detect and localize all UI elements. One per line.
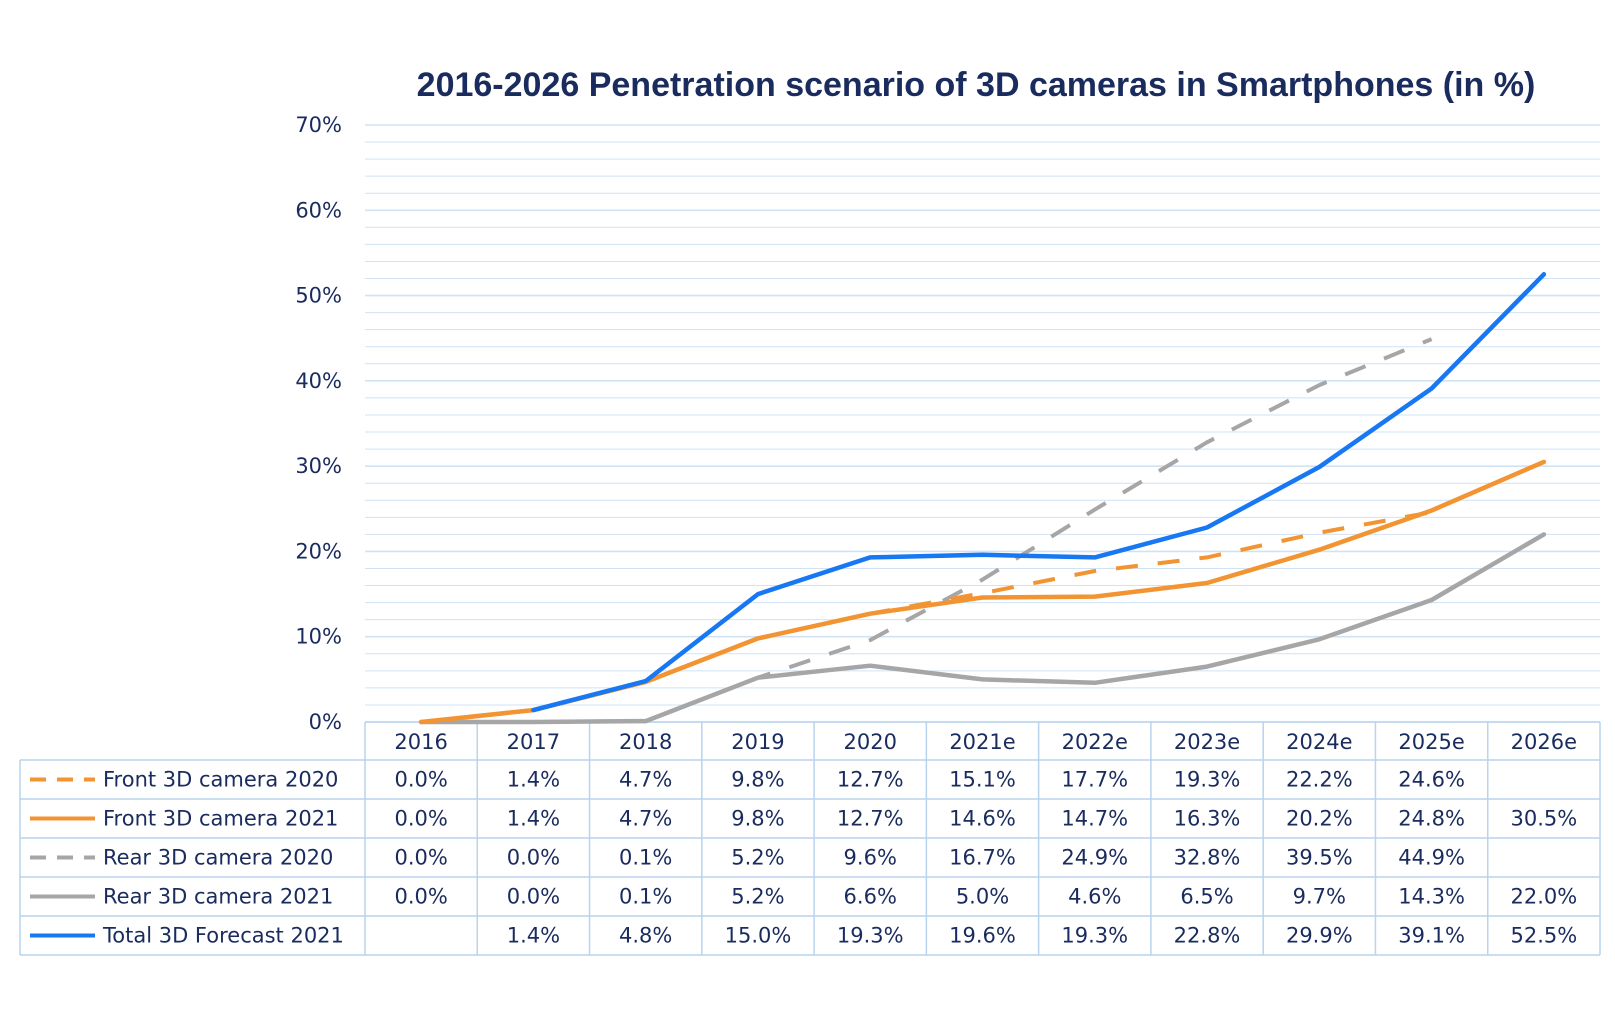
data-label: 52.5% bbox=[1511, 924, 1578, 948]
legend-label: Total 3D Forecast 2021 bbox=[102, 924, 344, 948]
series-lines bbox=[418, 272, 1547, 725]
legend-label: Rear 3D camera 2020 bbox=[103, 846, 333, 870]
data-label: 14.3% bbox=[1398, 885, 1465, 909]
data-label: 15.1% bbox=[949, 768, 1016, 792]
y-tick-label: 0% bbox=[309, 710, 342, 734]
data-label: 16.7% bbox=[949, 846, 1016, 870]
data-label: 17.7% bbox=[1061, 768, 1128, 792]
y-tick-label: 50% bbox=[295, 284, 342, 308]
series-line bbox=[418, 459, 1547, 725]
legend-label: Rear 3D camera 2021 bbox=[103, 885, 333, 909]
data-label: 14.6% bbox=[949, 807, 1016, 831]
data-label: 0.0% bbox=[507, 846, 560, 870]
data-label: 24.9% bbox=[1061, 846, 1128, 870]
legend-label: Front 3D camera 2020 bbox=[103, 768, 338, 792]
y-axis-tick-labels: 0% 10% 20% 30% 40% 50% 60% 70% bbox=[295, 113, 342, 734]
data-label: 16.3% bbox=[1174, 807, 1241, 831]
data-label: 5.2% bbox=[731, 846, 784, 870]
data-label: 0.0% bbox=[394, 846, 447, 870]
data-label: 12.7% bbox=[837, 768, 904, 792]
x-category-label: 2022e bbox=[1062, 730, 1128, 754]
data-label: 1.4% bbox=[507, 807, 560, 831]
data-label: 0.1% bbox=[619, 846, 672, 870]
x-category-label: 2016 bbox=[394, 730, 447, 754]
data-label: 1.4% bbox=[507, 924, 560, 948]
data-label: 4.7% bbox=[619, 807, 672, 831]
data-label: 4.6% bbox=[1068, 885, 1121, 909]
x-category-label: 2024e bbox=[1286, 730, 1352, 754]
data-label: 4.8% bbox=[619, 924, 672, 948]
series-line bbox=[531, 272, 1547, 713]
data-label: 12.7% bbox=[837, 807, 904, 831]
data-label: 0.0% bbox=[507, 885, 560, 909]
y-tick-label: 60% bbox=[295, 198, 342, 222]
data-label: 5.0% bbox=[956, 885, 1009, 909]
data-label: 9.8% bbox=[731, 807, 784, 831]
x-category-label: 2020 bbox=[844, 730, 897, 754]
y-tick-label: 20% bbox=[295, 539, 342, 563]
gridlines bbox=[365, 124, 1600, 723]
data-label: 0.1% bbox=[619, 885, 672, 909]
y-tick-label: 30% bbox=[295, 454, 342, 478]
data-label: 24.8% bbox=[1398, 807, 1465, 831]
x-category-label: 2023e bbox=[1174, 730, 1240, 754]
x-category-label: 2025e bbox=[1398, 730, 1464, 754]
data-label: 1.4% bbox=[507, 768, 560, 792]
data-label: 4.7% bbox=[619, 768, 672, 792]
data-label: 6.6% bbox=[844, 885, 897, 909]
data-label: 0.0% bbox=[394, 768, 447, 792]
data-label: 19.3% bbox=[837, 924, 904, 948]
data-label: 39.5% bbox=[1286, 846, 1353, 870]
data-label: 15.0% bbox=[725, 924, 792, 948]
data-table: 2016 2017 2018 2019 2020 2021e 2022e 2023e 2024e… bbox=[19, 721, 1601, 956]
x-category-label: 2021e bbox=[949, 730, 1015, 754]
data-label: 9.6% bbox=[844, 846, 897, 870]
data-label: 19.3% bbox=[1061, 924, 1128, 948]
data-label: 22.2% bbox=[1286, 768, 1353, 792]
data-label: 29.9% bbox=[1286, 924, 1353, 948]
data-label: 6.5% bbox=[1180, 885, 1233, 909]
series-line bbox=[420, 510, 1432, 724]
data-label: 22.0% bbox=[1511, 885, 1578, 909]
data-label: 20.2% bbox=[1286, 807, 1353, 831]
data-label: 19.6% bbox=[949, 924, 1016, 948]
data-label: 0.0% bbox=[394, 807, 447, 831]
series-line bbox=[421, 337, 1433, 724]
data-label: 9.7% bbox=[1293, 885, 1346, 909]
data-label: 19.3% bbox=[1174, 768, 1241, 792]
data-label: 30.5% bbox=[1511, 807, 1578, 831]
chart-title: 2016-2026 Penetration scenario of 3D cam… bbox=[417, 66, 1536, 104]
series-line bbox=[418, 532, 1547, 725]
x-category-label: 2026e bbox=[1511, 730, 1577, 754]
x-category-label: 2017 bbox=[507, 730, 560, 754]
data-label: 9.8% bbox=[731, 768, 784, 792]
data-label: 5.2% bbox=[731, 885, 784, 909]
y-tick-label: 10% bbox=[295, 625, 342, 649]
data-label: 14.7% bbox=[1061, 807, 1128, 831]
y-tick-label: 40% bbox=[295, 369, 342, 393]
x-category-label: 2019 bbox=[731, 730, 784, 754]
data-label: 0.0% bbox=[394, 885, 447, 909]
data-label: 32.8% bbox=[1174, 846, 1241, 870]
data-label: 22.8% bbox=[1174, 924, 1241, 948]
data-label: 44.9% bbox=[1398, 846, 1465, 870]
x-category-label: 2018 bbox=[619, 730, 672, 754]
y-tick-label: 70% bbox=[295, 113, 342, 137]
data-label: 24.6% bbox=[1398, 768, 1465, 792]
data-label: 39.1% bbox=[1398, 924, 1465, 948]
legend-label: Front 3D camera 2021 bbox=[103, 807, 338, 831]
